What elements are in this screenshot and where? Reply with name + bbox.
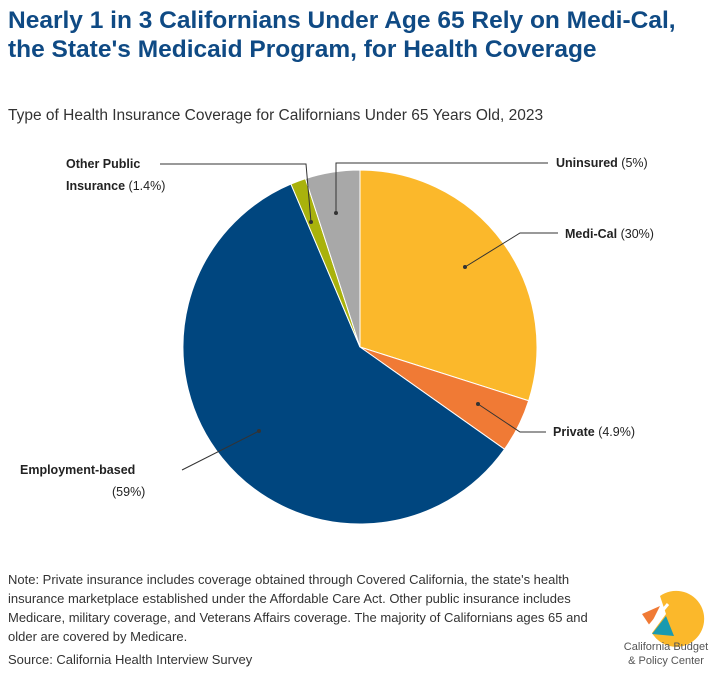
label-other-public-line2: Insurance (1.4%) bbox=[66, 179, 165, 193]
logo-line2: & Policy Center bbox=[628, 655, 704, 667]
logo-icon bbox=[642, 590, 705, 647]
pie-slice-uninsured bbox=[304, 169, 361, 348]
leader-uninsured-dot bbox=[334, 211, 338, 215]
leader-private-dot bbox=[476, 402, 480, 406]
chart-subtitle: Type of Health Insurance Coverage for Ca… bbox=[8, 107, 544, 124]
leader-private bbox=[477, 403, 546, 433]
chart-source: Source: California Health Interview Surv… bbox=[8, 652, 253, 667]
logo-line1: California Budget bbox=[623, 641, 709, 653]
pie-slice-medi-cal bbox=[359, 169, 538, 402]
label-employment-value: (59%) bbox=[112, 485, 145, 499]
chart-note: Note: Private insurance includes coverag… bbox=[8, 572, 588, 644]
logo-text: California Budget & Policy Center bbox=[612, 640, 720, 668]
pie-slice-employment-based bbox=[182, 183, 506, 525]
leader-other-public bbox=[160, 163, 312, 223]
label-medi-cal: Medi-Cal (30%) bbox=[565, 227, 654, 241]
leader-medi-cal-dot bbox=[463, 265, 467, 269]
label-employment: Employment-based bbox=[20, 463, 135, 477]
label-uninsured: Uninsured (5%) bbox=[556, 156, 648, 170]
leader-medi-cal bbox=[464, 232, 558, 268]
label-other-public-line1: Other Public bbox=[66, 157, 140, 171]
leader-uninsured bbox=[335, 162, 548, 213]
leader-employment-dot bbox=[257, 429, 261, 433]
label-private: Private (4.9%) bbox=[553, 425, 635, 439]
leader-other-public-dot bbox=[309, 220, 313, 224]
leader-employment bbox=[181, 430, 260, 471]
chart-title: Nearly 1 in 3 Californians Under Age 65 … bbox=[8, 7, 676, 63]
